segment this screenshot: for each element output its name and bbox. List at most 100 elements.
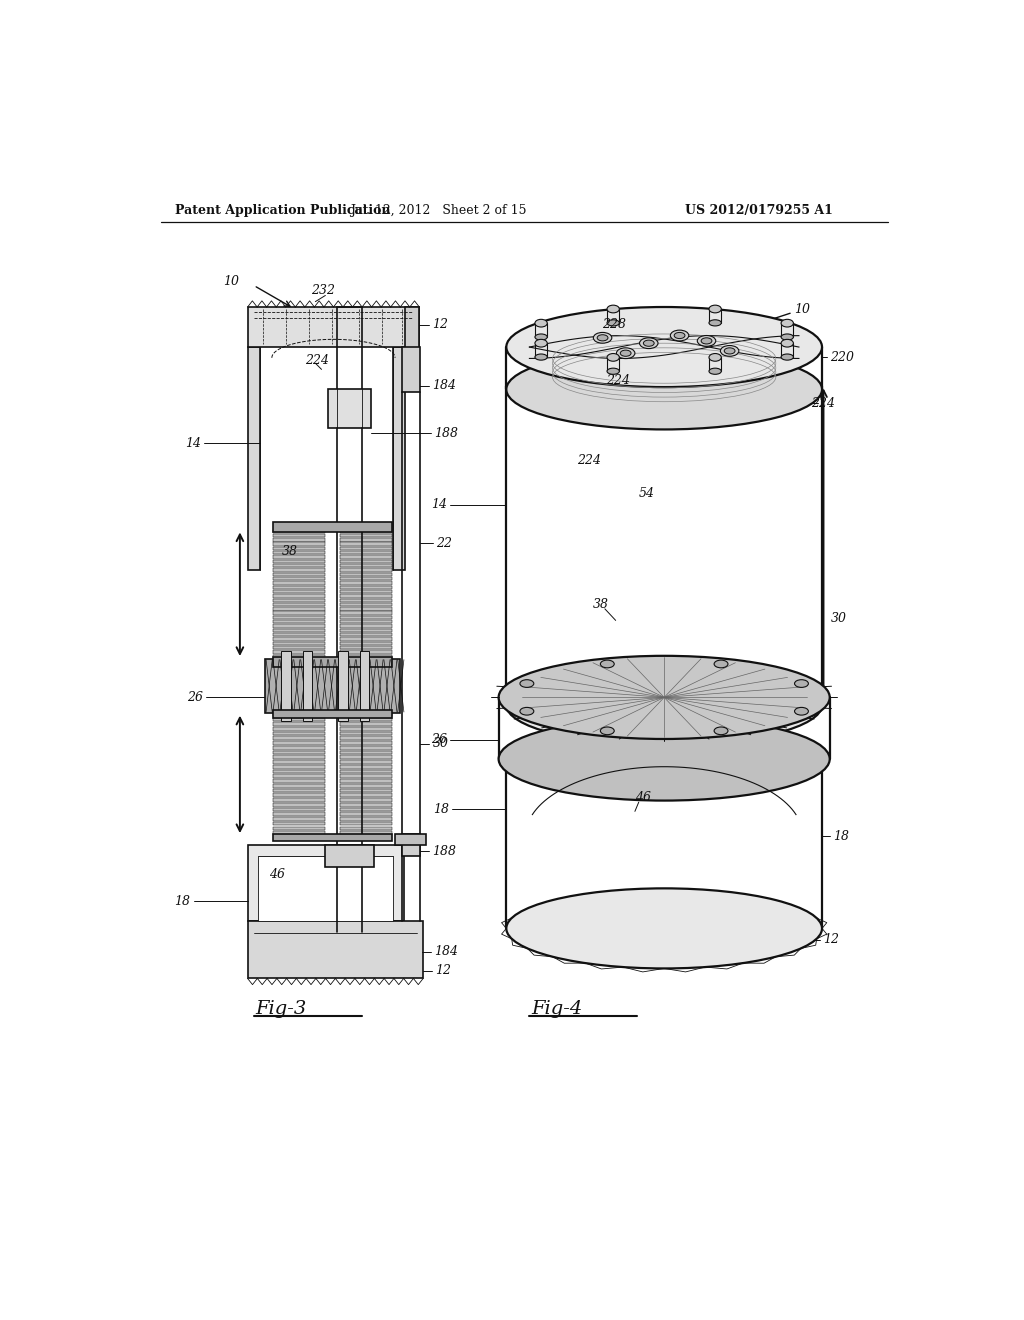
Bar [273,521,392,532]
Bar [340,793,392,797]
Bar [340,577,392,581]
Bar [340,718,392,721]
Ellipse shape [709,368,721,375]
Bar [340,727,392,731]
Bar [339,651,348,721]
Bar [340,764,392,768]
Ellipse shape [600,727,614,735]
Text: 224: 224 [304,354,329,367]
Bar [340,546,392,550]
Bar [273,624,326,628]
Text: US 2012/0179255 A1: US 2012/0179255 A1 [685,205,833,218]
Bar [248,308,419,347]
Bar [258,855,393,921]
Text: 22: 22 [436,537,453,550]
Bar [273,569,326,572]
Ellipse shape [781,354,794,360]
Bar [273,543,326,546]
Bar [273,656,392,667]
Text: 10: 10 [223,275,239,288]
Bar [340,651,392,653]
Ellipse shape [709,305,721,313]
Ellipse shape [535,339,547,347]
Bar [248,921,423,978]
Bar [340,812,392,816]
Bar [273,808,326,812]
Bar [273,586,326,589]
Bar [303,651,312,721]
Bar [328,389,371,428]
Text: 46: 46 [269,869,285,880]
Bar [340,560,392,564]
Ellipse shape [640,338,658,348]
Bar [273,770,326,774]
Bar [340,607,392,611]
Bar [273,642,326,645]
Bar [273,539,326,541]
Bar [273,822,326,825]
Ellipse shape [499,718,829,800]
Text: 12: 12 [823,933,839,946]
Bar [340,590,392,593]
Ellipse shape [709,319,721,326]
Ellipse shape [535,334,547,341]
Bar [273,742,326,744]
Bar [340,628,392,632]
Ellipse shape [781,334,794,341]
Bar [340,742,392,744]
Text: 224: 224 [578,454,601,467]
Bar [340,822,392,825]
Ellipse shape [506,665,822,744]
Bar [273,620,326,623]
Ellipse shape [535,354,547,360]
Bar [340,581,392,585]
Bar [340,655,392,657]
Text: 18: 18 [833,829,849,842]
Bar [340,573,392,576]
Text: 224: 224 [811,397,836,409]
Text: 38: 38 [282,545,298,557]
Bar [273,611,326,615]
Bar [340,603,392,606]
Ellipse shape [621,350,631,356]
Bar [273,598,326,602]
Text: 12: 12 [435,964,452,977]
Bar [273,564,326,568]
Bar [273,607,326,611]
Ellipse shape [795,708,808,715]
Bar [340,642,392,645]
Text: 224: 224 [606,374,631,387]
Bar [273,731,326,735]
Bar [273,760,326,764]
Bar [340,775,392,777]
Ellipse shape [714,660,728,668]
Bar [395,834,426,845]
Ellipse shape [607,305,620,313]
Bar [273,775,326,777]
Bar [273,655,326,657]
Text: 26: 26 [187,690,203,704]
Bar [273,737,326,741]
Bar [273,529,326,533]
Bar [340,615,392,619]
Bar [340,539,392,541]
Bar [340,713,392,717]
Text: 14: 14 [184,437,201,450]
Bar [340,552,392,554]
Bar [340,722,392,726]
Text: 188: 188 [434,426,458,440]
Bar [340,737,392,741]
Bar [282,651,291,721]
Bar [265,659,400,713]
Bar [340,620,392,623]
Text: 184: 184 [434,945,458,958]
Bar [273,645,326,649]
Text: 46: 46 [635,791,651,804]
Ellipse shape [714,727,728,735]
Text: 12: 12 [432,318,449,331]
Text: 232: 232 [310,284,335,297]
Text: 10: 10 [795,302,810,315]
Bar [273,628,326,632]
Ellipse shape [597,335,608,341]
Ellipse shape [674,333,685,339]
